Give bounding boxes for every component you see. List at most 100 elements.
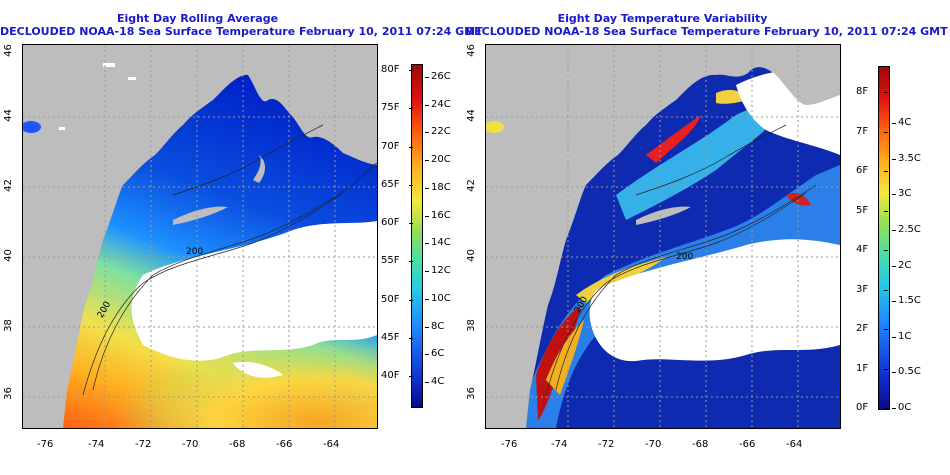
right-variability-map: [485, 44, 841, 429]
colorbar-tick-label: 22C: [431, 126, 451, 138]
left-y-tick: 42: [2, 179, 14, 192]
right-x-tick: -76: [501, 439, 518, 450]
left-sst-map: [22, 44, 378, 429]
colorbar-tick-mark: [892, 158, 896, 160]
colorbar-tick-mark: [892, 336, 896, 338]
colorbar-tick-mark: [884, 329, 888, 330]
colorbar-tick-label: 26C: [431, 71, 451, 82]
right-contour-label: 200: [676, 252, 694, 262]
colorbar-tick-label: 4F: [856, 244, 869, 255]
left-y-tick: 38: [2, 319, 14, 332]
colorbar-tick-mark: [425, 132, 429, 134]
colorbar-tick-label: 8C: [431, 320, 445, 332]
left-land: [23, 45, 377, 428]
right-x-tick: -68: [692, 439, 709, 450]
colorbar-tick-label: 0.5C: [898, 366, 921, 378]
colorbar-tick-mark: [409, 108, 413, 110]
colorbar-tick-label: 6F: [856, 165, 869, 176]
colorbar-tick-label: 50F: [381, 293, 400, 305]
left-x-tick: -72: [135, 439, 152, 450]
right-map-graphic: [486, 45, 840, 428]
left-panel-title-line1: Eight Day Rolling Average: [116, 12, 279, 25]
colorbar-tick-label: 80F: [381, 64, 400, 75]
left-y-tick: 40: [2, 249, 14, 262]
colorbar-tick-label: 60F: [381, 217, 400, 228]
colorbar-tick-mark: [892, 123, 896, 124]
colorbar-tick-label: 45F: [381, 331, 400, 343]
colorbar-tick-label: 3.5C: [898, 152, 921, 164]
colorbar-tick-mark: [425, 187, 429, 189]
colorbar-tick-mark: [425, 271, 429, 273]
colorbar-tick-mark: [425, 104, 429, 106]
colorbar-tick-label: 55F: [381, 255, 400, 267]
colorbar-tick-mark: [884, 171, 888, 172]
colorbar-tick-label: 0C: [898, 402, 912, 413]
colorbar-tick-mark: [884, 92, 888, 93]
right-x-tick: -70: [645, 439, 662, 450]
colorbar-tick-label: 2.5C: [898, 223, 921, 235]
colorbar-tick-mark: [425, 382, 429, 383]
colorbar-tick-label: 2C: [898, 259, 912, 271]
colorbar-tick-mark: [884, 250, 888, 251]
colorbar-tick-mark: [892, 194, 896, 196]
right-colorbar: [878, 66, 890, 410]
colorbar-tick-mark: [425, 243, 429, 245]
colorbar-tick-label: 3C: [898, 188, 912, 200]
colorbar-tick-label: 3F: [856, 283, 869, 295]
colorbar-tick-label: 1C: [898, 330, 912, 342]
colorbar-tick-mark: [409, 337, 413, 339]
colorbar-tick-mark: [892, 301, 896, 303]
left-x-tick: -66: [276, 439, 293, 450]
right-x-tick: -66: [739, 439, 756, 450]
left-contour-label: 200: [186, 247, 204, 257]
right-y-tick: 38: [465, 319, 477, 332]
right-y-tick: 46: [465, 44, 477, 57]
left-x-tick: -76: [37, 439, 54, 450]
left-x-tick: -64: [323, 439, 340, 450]
colorbar-tick-label: 7F: [856, 125, 869, 137]
left-y-tick: 46: [2, 44, 14, 57]
colorbar-tick-label: 40F: [381, 370, 400, 381]
colorbar-tick-mark: [425, 298, 429, 300]
colorbar-tick-label: 5F: [856, 204, 869, 216]
colorbar-tick-label: 6C: [431, 348, 445, 360]
colorbar-tick-label: 10C: [431, 292, 451, 304]
left-panel-title-line2: DECLOUDED NOAA-18 Sea Surface Temperatur…: [0, 25, 483, 38]
right-x-tick: -72: [598, 439, 615, 450]
right-y-tick: 36: [465, 387, 477, 400]
left-x-tick: -74: [88, 439, 105, 450]
left-y-tick: 36: [2, 387, 14, 400]
colorbar-tick-mark: [425, 160, 429, 162]
left-y-tick: 44: [2, 109, 14, 122]
colorbar-tick-mark: [884, 408, 888, 409]
colorbar-tick-label: 70F: [381, 140, 400, 152]
colorbar-tick-mark: [425, 215, 429, 217]
left-cloud-area: [131, 221, 377, 361]
colorbar-tick-mark: [409, 146, 413, 148]
colorbar-tick-label: 16C: [431, 209, 451, 221]
colorbar-tick-mark: [409, 70, 413, 71]
colorbar-tick-label: 4C: [431, 376, 445, 387]
colorbar-tick-label: 14C: [431, 237, 451, 249]
right-land: [486, 45, 840, 428]
colorbar-tick-mark: [409, 299, 413, 301]
colorbar-tick-mark: [892, 229, 896, 231]
colorbar-tick-mark: [425, 77, 429, 78]
colorbar-tick-label: 1F: [856, 362, 869, 374]
left-map-graphic: [23, 45, 377, 428]
colorbar-tick-label: 20C: [431, 154, 451, 166]
colorbar-tick-mark: [409, 184, 413, 186]
colorbar-tick-mark: [425, 326, 429, 328]
colorbar-tick-label: 0F: [856, 402, 869, 413]
colorbar-tick-label: 2F: [856, 323, 869, 334]
right-panel-title-line2: DECLOUDED NOAA-18 Sea Surface Temperatur…: [465, 25, 948, 38]
right-panel-title-line1: Eight Day Temperature Variability: [557, 12, 768, 25]
colorbar-tick-label: 75F: [381, 102, 400, 114]
right-x-tick: -74: [551, 439, 568, 450]
colorbar-tick-label: 4C: [898, 117, 912, 128]
colorbar-tick-mark: [884, 289, 888, 291]
colorbar-tick-label: 8F: [856, 86, 869, 97]
right-y-tick: 44: [465, 109, 477, 122]
colorbar-tick-mark: [892, 372, 896, 374]
right-x-tick: -64: [786, 439, 803, 450]
